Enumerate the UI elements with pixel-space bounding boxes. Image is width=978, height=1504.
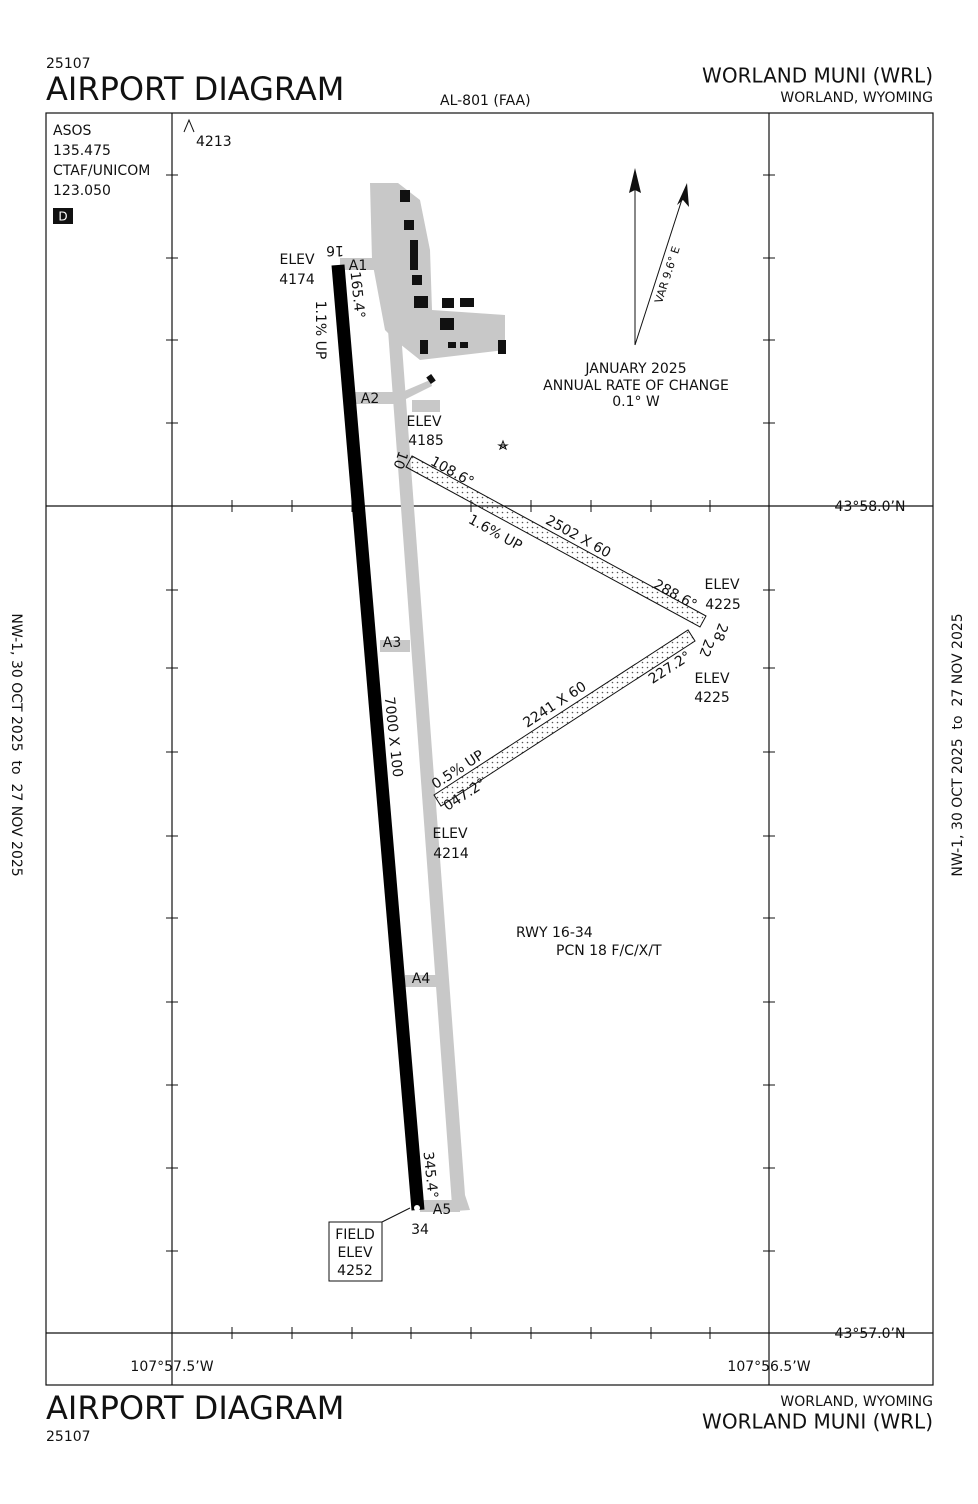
validity: NW-1, 30 OCT 2025 to 27 NOV 2025: [950, 613, 966, 876]
magnetic-north: [634, 189, 686, 346]
map-label: ELEV: [704, 577, 739, 593]
airport-name: WORLAND MUNI (WRL): [702, 64, 933, 88]
map-label: 165.4°: [347, 271, 368, 320]
comm: ASOS: [53, 123, 91, 139]
mag-note: 0.1° W: [612, 394, 660, 410]
field-elev-box: [328, 1221, 383, 1282]
location: WORLAND, WYOMING: [780, 1394, 933, 1410]
map-label: ELEV: [694, 671, 729, 687]
field-elev: ELEV: [337, 1245, 372, 1261]
chart-code: 25107: [46, 1429, 91, 1445]
runway-info: RWY 16-34: [516, 925, 593, 941]
map-label: 4185: [408, 433, 444, 449]
field-elev-leader: [381, 1207, 411, 1223]
map-label: 4225: [705, 597, 741, 613]
buildings: [400, 190, 506, 384]
comm-badge: D: [58, 210, 67, 224]
true-north-head: [629, 168, 641, 193]
frame: [45, 112, 934, 1386]
validity: NW-1, 30 OCT 2025 to 27 NOV 2025: [8, 613, 24, 876]
obstacle-symbol: [183, 118, 195, 133]
map-label: 16: [326, 242, 344, 258]
map-label: 4174: [279, 272, 315, 288]
map-label: A1: [349, 258, 367, 274]
airport-name: WORLAND MUNI (WRL): [702, 1410, 933, 1434]
map-label: 34: [411, 1222, 429, 1238]
map-label: ELEV: [432, 826, 467, 842]
apron: [340, 183, 505, 1212]
badge-box: [53, 208, 73, 224]
map-label: ELEV: [279, 252, 314, 268]
latitude: 43°58.0’N: [835, 499, 906, 515]
map-label: A4: [412, 971, 431, 987]
longitude: 107°57.5’W: [130, 1359, 213, 1375]
field-elev-point: [414, 1205, 420, 1211]
map-label: 4225: [694, 690, 730, 706]
obstacle-elev: 4213: [196, 134, 232, 150]
magnetic-north-head: [677, 183, 689, 207]
map-label: 28: [709, 621, 730, 643]
procedure: AL-801 (FAA): [440, 93, 531, 109]
map-label: A5: [433, 1202, 451, 1218]
runway-info: PCN 18 F/C/X/T: [556, 943, 662, 959]
map-label: 1.1% UP: [312, 301, 328, 360]
field-elev: FIELD: [335, 1227, 375, 1243]
runway-16-34: [331, 264, 425, 1211]
chart-title: AIRPORT DIAGRAM: [46, 70, 344, 108]
mag-note: JANUARY 2025: [584, 361, 686, 377]
latitude: 43°57.0’N: [835, 1326, 906, 1342]
map-label: 10: [389, 449, 410, 471]
longitude: 107°56.5’W: [727, 1359, 810, 1375]
map-label: A3: [383, 635, 401, 651]
field-elev: 4252: [337, 1263, 373, 1279]
map-label: A2: [361, 391, 379, 407]
location: WORLAND, WYOMING: [780, 90, 933, 106]
map-label: 22: [695, 637, 716, 659]
runway-4-22: [433, 629, 696, 807]
comm: 135.475: [53, 143, 111, 159]
beacon: [497, 439, 509, 451]
map-label: ELEV: [406, 414, 441, 430]
mag-note: ANNUAL RATE OF CHANGE: [543, 378, 729, 394]
comm: CTAF/UNICOM: [53, 163, 150, 179]
map-label: 4214: [433, 846, 469, 862]
map-label: 345.4°: [420, 1151, 441, 1200]
chart-code: 25107: [46, 56, 91, 72]
comm: 123.050: [53, 183, 111, 199]
chart-title: AIRPORT DIAGRAM: [46, 1389, 344, 1427]
runway-10-28: [405, 455, 707, 628]
